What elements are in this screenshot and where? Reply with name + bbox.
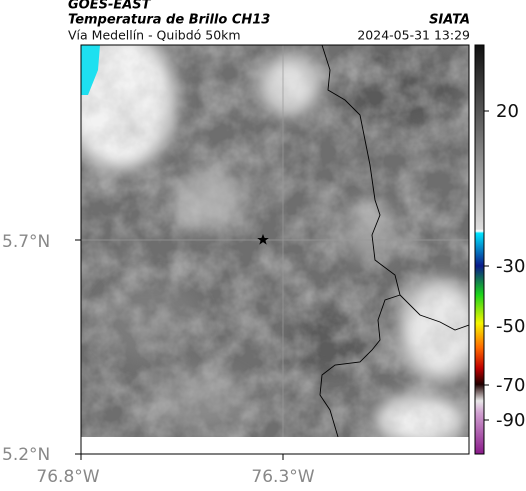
colorbar-label: -50	[496, 316, 525, 337]
lon-label: 76.3°W	[251, 467, 314, 487]
agency: SIATA	[429, 13, 470, 28]
colorbar-label: -30	[496, 256, 525, 277]
colorbar-ticks	[484, 110, 489, 421]
satellite-image	[81, 45, 469, 437]
lon-label: 76.8°W	[36, 467, 99, 487]
colorbar-label: -70	[496, 375, 525, 396]
lat-label: 5.2°N	[2, 445, 50, 465]
lat-label: 5.7°N	[2, 232, 50, 252]
title: Temperatura de Brillo CH13	[68, 13, 270, 28]
map-frame	[80, 44, 470, 455]
timestamp: 2024-05-31 13:29	[357, 28, 470, 43]
colorbar	[474, 44, 485, 455]
source: GOES-EAST	[68, 0, 152, 13]
subtitle: Vía Medellín - Quibdó 50km	[68, 28, 241, 43]
colorbar-label: -90	[496, 410, 525, 431]
colorbar-label: 20	[496, 101, 519, 122]
location-marker	[257, 234, 269, 245]
